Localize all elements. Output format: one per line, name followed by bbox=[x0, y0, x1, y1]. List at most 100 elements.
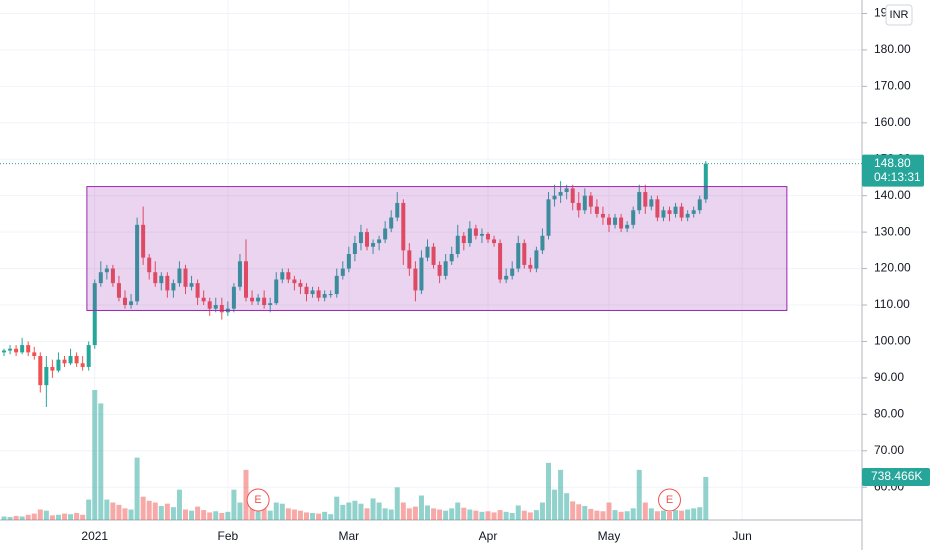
candle-body bbox=[461, 235, 466, 244]
candle-body bbox=[395, 202, 400, 218]
volume-bar bbox=[116, 504, 122, 520]
volume-bar bbox=[449, 508, 455, 520]
candle-body bbox=[358, 232, 363, 244]
volume-bar bbox=[49, 515, 55, 520]
last-price-label: 148.80 bbox=[874, 156, 911, 170]
volume-bar bbox=[31, 513, 37, 520]
last-price-box bbox=[862, 154, 924, 187]
volume-bar bbox=[279, 503, 285, 520]
candle-body bbox=[425, 246, 430, 258]
candle-body bbox=[153, 272, 158, 284]
candle-body bbox=[455, 235, 460, 254]
volume-bar bbox=[128, 509, 134, 520]
candle-body bbox=[177, 268, 182, 284]
x-tick-label: Jun bbox=[732, 529, 751, 543]
volume-bar bbox=[291, 509, 297, 520]
candle-body bbox=[183, 268, 188, 287]
y-tick-label: 100.00 bbox=[874, 334, 911, 348]
candle-body bbox=[540, 235, 545, 251]
volume-bar bbox=[382, 508, 388, 520]
candle-body bbox=[492, 239, 497, 244]
candle-body bbox=[201, 297, 206, 302]
volume-bar bbox=[249, 507, 255, 520]
candle-body bbox=[274, 279, 279, 304]
candle-body bbox=[213, 305, 218, 309]
volume-bar bbox=[642, 502, 648, 520]
countdown-label: 04:13:31 bbox=[874, 170, 921, 184]
candle-body bbox=[600, 213, 605, 218]
candle-body bbox=[171, 283, 176, 291]
volume-bar bbox=[213, 511, 219, 520]
volume-bar bbox=[527, 512, 533, 520]
volume-bar bbox=[13, 515, 19, 520]
candle-body bbox=[286, 272, 291, 280]
volume-bar bbox=[648, 508, 654, 520]
candle-body bbox=[643, 192, 648, 207]
volume-bar bbox=[122, 508, 128, 520]
volume-bar bbox=[376, 502, 382, 520]
y-tick-label: 70.00 bbox=[874, 443, 904, 457]
volume-bar bbox=[418, 495, 424, 520]
candle-body bbox=[165, 275, 170, 291]
candle-body bbox=[467, 228, 472, 244]
volume-bar bbox=[189, 510, 195, 520]
volume-bar bbox=[437, 509, 443, 520]
volume-bar bbox=[521, 510, 527, 520]
candle-body bbox=[14, 348, 19, 353]
candle-body bbox=[86, 345, 91, 367]
volume-label: 738.466K bbox=[871, 469, 922, 483]
candle-body bbox=[401, 202, 406, 251]
volume-bar bbox=[588, 508, 594, 520]
volume-bar bbox=[485, 511, 491, 520]
candle-body bbox=[104, 268, 109, 273]
candle-body bbox=[594, 206, 599, 214]
candle-body bbox=[576, 202, 581, 211]
volume-bar bbox=[691, 508, 697, 520]
candle-body bbox=[437, 264, 442, 276]
volume-bar bbox=[443, 510, 449, 520]
candle-body bbox=[570, 188, 575, 203]
volume-bar bbox=[267, 510, 273, 520]
candle-body bbox=[619, 217, 624, 229]
volume-bar bbox=[231, 489, 237, 520]
candle-body bbox=[655, 199, 660, 218]
volume-bar bbox=[146, 500, 152, 520]
candle-body bbox=[298, 283, 303, 287]
volume-bar bbox=[310, 513, 316, 520]
candle-body bbox=[383, 228, 388, 240]
volume-bar bbox=[564, 493, 570, 520]
candle-body bbox=[316, 290, 321, 298]
volume-bar bbox=[201, 510, 207, 520]
candle-body bbox=[498, 243, 503, 280]
volume-bar bbox=[673, 510, 679, 520]
candle-body bbox=[703, 163, 708, 200]
candle-body bbox=[322, 294, 327, 298]
volume-bar bbox=[285, 508, 291, 520]
volume-bar bbox=[25, 514, 31, 520]
event-marker bbox=[246, 488, 270, 512]
candle-body bbox=[691, 210, 696, 214]
volume-bar bbox=[703, 476, 709, 520]
volume-bar bbox=[170, 507, 176, 520]
volume-bar bbox=[606, 502, 612, 520]
volume-bar bbox=[158, 506, 164, 520]
volume-bar bbox=[195, 506, 201, 520]
volume-bar bbox=[19, 516, 25, 520]
volume-bar bbox=[594, 510, 600, 520]
volume-bar bbox=[558, 469, 564, 520]
candle-body bbox=[697, 199, 702, 211]
candle-body bbox=[582, 195, 587, 211]
candle-body bbox=[679, 206, 684, 218]
candle-body bbox=[68, 356, 73, 364]
candle-body bbox=[377, 239, 382, 244]
volume-bar bbox=[479, 511, 485, 520]
candle-body bbox=[310, 290, 315, 295]
volume-bar bbox=[304, 512, 309, 520]
volume-bar bbox=[346, 502, 352, 520]
volume-bar bbox=[697, 507, 703, 520]
candle-body bbox=[159, 275, 164, 284]
candle-body bbox=[443, 261, 448, 276]
candle-body bbox=[637, 192, 642, 211]
volume-bar bbox=[412, 506, 418, 520]
candle-body bbox=[268, 303, 273, 306]
